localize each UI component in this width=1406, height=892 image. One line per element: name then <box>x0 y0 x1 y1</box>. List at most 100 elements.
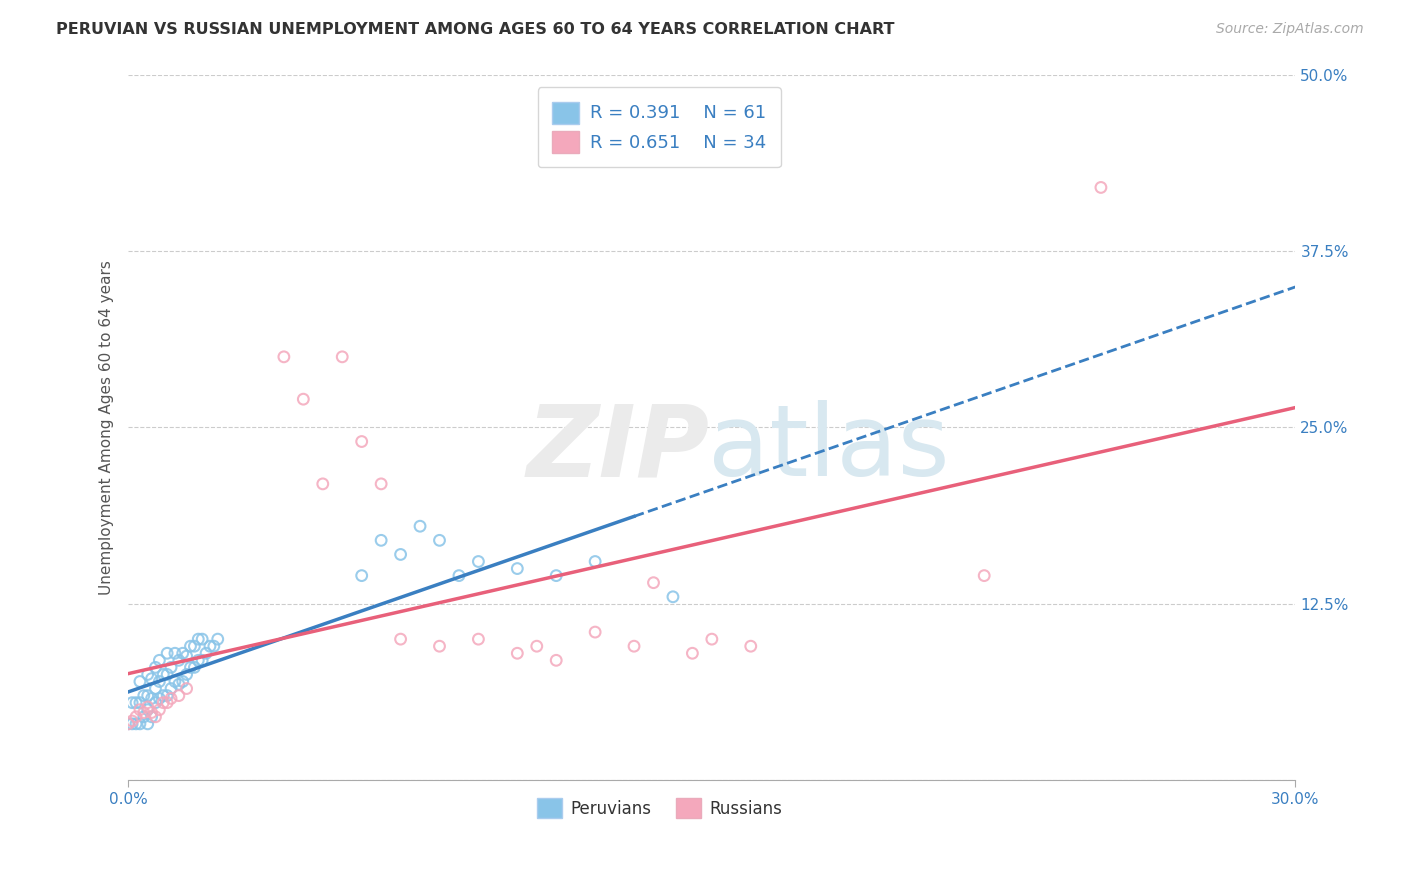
Point <box>132 710 155 724</box>
Point <box>148 674 170 689</box>
Point <box>148 653 170 667</box>
Point <box>156 689 179 703</box>
Point <box>141 672 163 686</box>
Point <box>172 646 194 660</box>
Point <box>389 548 412 562</box>
Point <box>700 632 723 647</box>
Point <box>136 703 159 717</box>
Point <box>129 696 152 710</box>
Point <box>163 674 186 689</box>
Point <box>526 639 548 653</box>
Point <box>429 533 451 548</box>
Point <box>148 691 170 706</box>
Text: PERUVIAN VS RUSSIAN UNEMPLOYMENT AMONG AGES 60 TO 64 YEARS CORRELATION CHART: PERUVIAN VS RUSSIAN UNEMPLOYMENT AMONG A… <box>56 22 894 37</box>
Point <box>125 716 148 731</box>
Point <box>156 696 179 710</box>
Point <box>207 632 229 647</box>
Point <box>187 653 209 667</box>
Point <box>183 639 205 653</box>
Point <box>160 691 183 706</box>
Point <box>156 646 179 660</box>
Point <box>740 639 762 653</box>
Point <box>121 716 143 731</box>
Point <box>583 625 606 640</box>
Point <box>643 575 665 590</box>
Text: Source: ZipAtlas.com: Source: ZipAtlas.com <box>1216 22 1364 37</box>
Point <box>141 710 163 724</box>
Point <box>350 568 373 582</box>
Point <box>156 667 179 681</box>
Point <box>167 677 190 691</box>
Point <box>121 714 143 728</box>
Point <box>195 646 218 660</box>
Point <box>973 568 995 582</box>
Point <box>191 653 214 667</box>
Point <box>152 667 174 681</box>
Point <box>202 639 225 653</box>
Point <box>389 632 412 647</box>
Point <box>136 716 159 731</box>
Point <box>148 703 170 717</box>
Point <box>152 696 174 710</box>
Legend: Peruvians, Russians: Peruvians, Russians <box>530 791 789 825</box>
Point <box>292 392 315 407</box>
Point <box>152 689 174 703</box>
Point <box>163 646 186 660</box>
Point <box>145 660 167 674</box>
Point <box>125 710 148 724</box>
Point <box>187 632 209 647</box>
Point <box>467 554 489 568</box>
Point <box>583 554 606 568</box>
Point <box>136 667 159 681</box>
Point <box>145 710 167 724</box>
Point <box>129 703 152 717</box>
Point <box>117 716 139 731</box>
Point <box>172 674 194 689</box>
Point <box>409 519 432 533</box>
Point <box>160 681 183 696</box>
Point <box>145 696 167 710</box>
Point <box>662 590 685 604</box>
Point <box>191 632 214 647</box>
Y-axis label: Unemployment Among Ages 60 to 64 years: Unemployment Among Ages 60 to 64 years <box>100 260 114 595</box>
Point <box>1090 180 1112 194</box>
Point <box>167 653 190 667</box>
Point <box>125 696 148 710</box>
Point <box>145 681 167 696</box>
Point <box>176 649 198 664</box>
Point <box>312 476 335 491</box>
Point <box>117 716 139 731</box>
Text: atlas: atlas <box>707 401 949 497</box>
Point <box>179 639 201 653</box>
Point <box>176 681 198 696</box>
Point <box>183 660 205 674</box>
Point <box>198 639 221 653</box>
Point <box>132 706 155 720</box>
Point <box>141 706 163 720</box>
Point <box>681 646 703 660</box>
Point <box>429 639 451 653</box>
Point <box>370 533 392 548</box>
Point <box>350 434 373 449</box>
Point <box>179 660 201 674</box>
Point <box>506 561 529 575</box>
Point <box>129 716 152 731</box>
Point <box>136 699 159 714</box>
Point <box>121 696 143 710</box>
Point <box>370 476 392 491</box>
Point <box>141 691 163 706</box>
Point <box>506 646 529 660</box>
Point <box>330 350 353 364</box>
Point <box>273 350 295 364</box>
Point <box>447 568 470 582</box>
Point <box>160 660 183 674</box>
Point <box>136 689 159 703</box>
Point <box>546 653 568 667</box>
Point <box>176 667 198 681</box>
Point <box>167 689 190 703</box>
Point <box>132 689 155 703</box>
Point <box>623 639 645 653</box>
Point <box>129 674 152 689</box>
Point <box>546 568 568 582</box>
Point <box>467 632 489 647</box>
